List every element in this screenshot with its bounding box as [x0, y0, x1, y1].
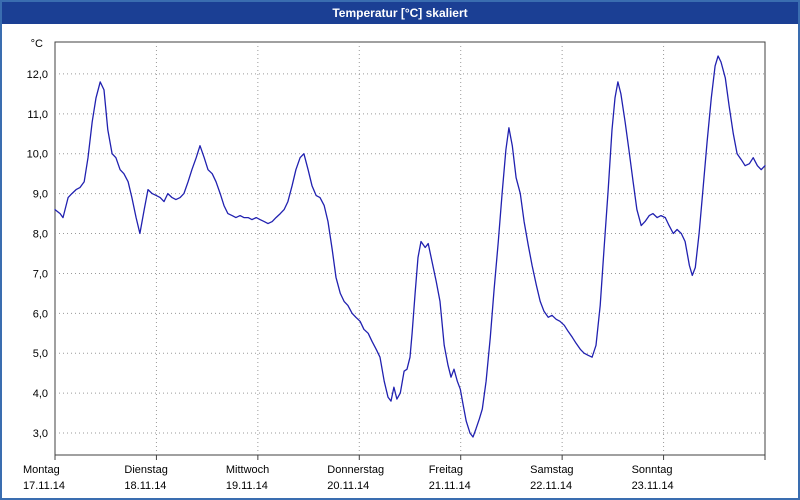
chart-title: Temperatur [°C] skaliert: [332, 6, 468, 20]
x-date-label: 21.11.14: [429, 480, 471, 492]
x-date-label: 23.11.14: [632, 480, 674, 492]
x-day-label: Sonntag: [632, 464, 673, 476]
y-tick-label: 7,0: [33, 268, 48, 280]
x-day-label: Dienstag: [124, 464, 167, 476]
x-day-label: Freitag: [429, 464, 463, 476]
y-tick-label: 12,0: [27, 69, 48, 81]
y-tick-label: 11,0: [27, 109, 48, 121]
y-tick-label: 8,0: [33, 229, 48, 241]
x-date-label: 18.11.14: [124, 480, 166, 492]
x-date-label: 22.11.14: [530, 480, 572, 492]
temperature-line: [54, 55, 766, 438]
y-tick-label: 4,0: [33, 388, 48, 400]
y-tick-label: 5,0: [33, 348, 48, 360]
x-day-label: Montag: [23, 464, 60, 476]
x-date-label: 19.11.14: [226, 480, 268, 492]
x-date-label: 17.11.14: [23, 480, 65, 492]
y-tick-label: 3,0: [33, 428, 48, 440]
y-tick-label: 10,0: [27, 149, 48, 161]
y-tick-label: 9,0: [33, 189, 48, 201]
title-bar: Temperatur [°C] skaliert: [2, 2, 798, 24]
y-unit-label: °C: [31, 38, 43, 50]
x-date-label: 20.11.14: [327, 480, 369, 492]
plot-border: [54, 41, 766, 456]
y-tick-label: 6,0: [33, 308, 48, 320]
x-day-label: Mittwoch: [226, 464, 269, 476]
x-day-label: Donnerstag: [327, 464, 384, 476]
x-day-label: Samstag: [530, 464, 573, 476]
